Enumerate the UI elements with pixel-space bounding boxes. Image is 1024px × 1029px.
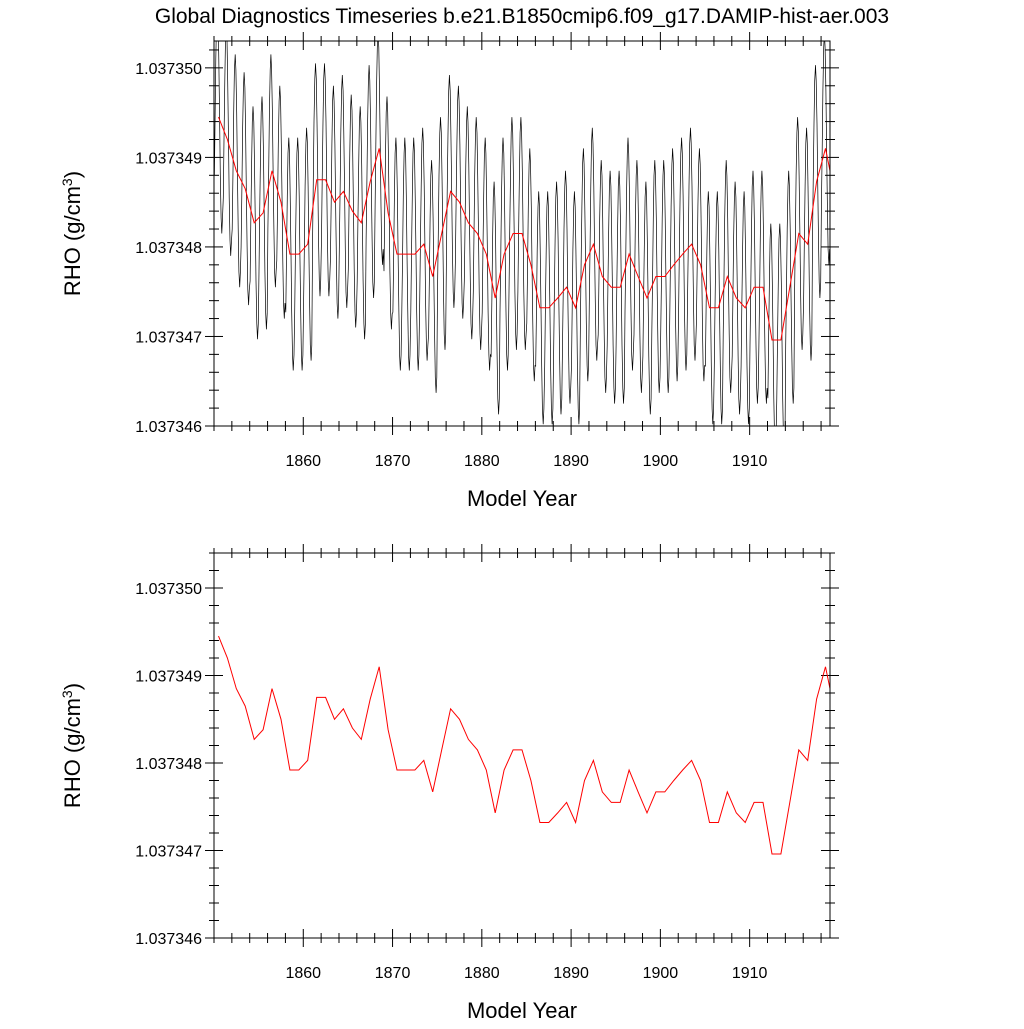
x-tick-label: 1900	[643, 453, 679, 470]
y-axis-title: RHO (g/cm3)	[59, 683, 85, 808]
monthly-series-line	[214, 41, 830, 426]
y-tick-label: 1.037347	[135, 844, 202, 861]
y-tick-label: 1.037348	[135, 756, 202, 773]
x-tick-label: 1910	[732, 453, 768, 470]
y-tick-label: 1.037349	[135, 669, 202, 686]
plot-panel-2: 1860 1870 1880 1890 1900 1910 1.037346 1.037347…	[59, 544, 839, 1023]
x-tick-label: 1880	[464, 453, 500, 470]
y-tick-label: 1.037348	[135, 240, 202, 257]
x-tick-label: 1910	[732, 965, 768, 982]
plot-frame	[213, 40, 831, 427]
x-tick-label: 1860	[285, 965, 321, 982]
y-tick-label: 1.037346	[135, 931, 202, 948]
y-tick-label: 1.037350	[135, 581, 202, 598]
chart-title: Global Diagnostics Timeseries b.e21.B185…	[155, 5, 889, 28]
x-tick-label: 1890	[553, 965, 589, 982]
x-tick-label: 1870	[375, 965, 411, 982]
series-group	[218, 635, 830, 855]
x-tick-label: 1880	[464, 965, 500, 982]
x-tick-label: 1870	[375, 453, 411, 470]
x-tick-label: 1860	[285, 453, 321, 470]
plot-panel-1: 1860 1870 1880 1890 1900 1910 1.037346 1.037347…	[59, 32, 839, 511]
x-tick-label: 1900	[643, 965, 679, 982]
y-axis-title: RHO (g/cm3)	[59, 171, 85, 296]
annual-mean-line	[218, 116, 830, 341]
x-axis-title: Model Year	[467, 486, 577, 511]
y-tick-label: 1.037349	[135, 150, 202, 167]
plot-frame	[213, 552, 831, 939]
x-axis-title: Model Year	[467, 998, 577, 1023]
x-tick-label: 1890	[553, 453, 589, 470]
y-tick-label: 1.037350	[135, 61, 202, 78]
y-tick-label: 1.037346	[135, 419, 202, 436]
y-tick-label: 1.037347	[135, 329, 202, 346]
annual-mean-line	[218, 635, 830, 855]
series-group	[214, 41, 830, 426]
